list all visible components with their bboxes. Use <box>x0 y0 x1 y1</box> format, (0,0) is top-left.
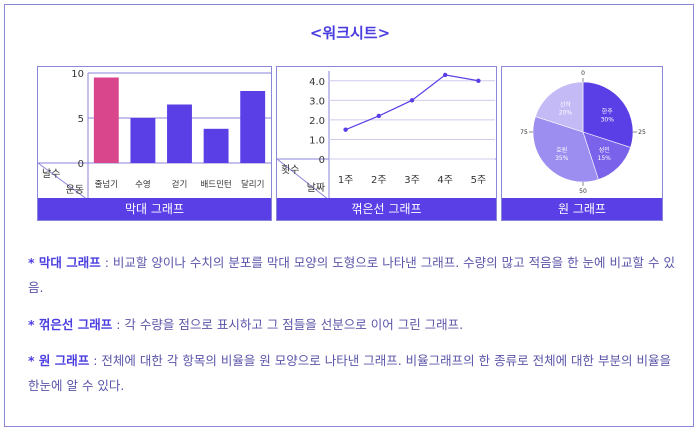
slice-percent: 35% <box>555 155 569 162</box>
x-tick-label: 5주 <box>471 175 487 186</box>
slice-label: 성민 <box>599 146 610 154</box>
x-tick-label: 4주 <box>437 175 453 186</box>
pie-tick-label: 50 <box>579 188 587 195</box>
pie-tick-label: 25 <box>638 129 646 136</box>
slice-label: 한주 <box>602 108 614 115</box>
corner-label-bottom: 운동 <box>66 184 84 196</box>
definition-text: 각 수량을 점으로 표시하고 그 점들을 선분으로 이어 그린 그래프. <box>124 317 464 332</box>
y-tick-label: 1.0 <box>309 135 325 146</box>
slice-percent: 20% <box>559 110 573 117</box>
slice-percent: 30% <box>601 116 615 123</box>
x-tick-label: 걷기 <box>172 179 188 190</box>
data-point <box>376 113 381 119</box>
definition-text: 전체에 대한 각 항목의 비율을 원 모양으로 나타낸 그래프. 비율그래프의 … <box>28 353 671 393</box>
bar <box>130 118 156 163</box>
y-tick-label: 0 <box>319 155 325 166</box>
line-graph-definition: * 꺾은선 그래프 : 각 수량을 점으로 표시하고 그 점들을 선분으로 이어… <box>28 312 678 337</box>
x-tick-label: 3주 <box>404 175 420 186</box>
bar <box>167 104 192 163</box>
data-point <box>409 98 415 103</box>
slice-percent: 15% <box>598 155 612 162</box>
pie-chart-panel: 한주 30% 성민 15% 효원 35% 선하 20% 0 25 50 75 원 그래프 <box>501 66 663 221</box>
x-tick-label: 2주 <box>371 175 387 186</box>
definition-separator: : <box>112 317 125 332</box>
slice-label: 효원 <box>556 146 567 154</box>
bar <box>203 128 229 163</box>
pie-graph-definition: * 원 그래프 : 전체에 대한 각 항목의 비율을 원 모양으로 나타낸 그래… <box>28 348 678 398</box>
pie-slice <box>582 81 634 148</box>
definition-term: * 꺾은선 그래프 <box>28 317 113 332</box>
y-tick-label: 4.0 <box>309 77 325 88</box>
data-point <box>443 72 448 78</box>
corner-label-top: 횟수 <box>281 164 299 176</box>
pie-slice <box>532 116 599 183</box>
data-point <box>476 78 481 83</box>
x-tick-label: 줄넘기 <box>95 179 118 190</box>
bar <box>93 77 119 163</box>
worksheet-title: <워크시트> <box>309 24 391 42</box>
definition-term: * 막대 그래프 <box>28 255 101 270</box>
x-tick-label: 달리기 <box>241 179 264 190</box>
data-point <box>343 127 348 132</box>
pie-slice <box>535 81 584 133</box>
pie-tick-label: 75 <box>520 129 528 136</box>
pie-chart-caption: 원 그래프 <box>502 198 662 220</box>
definition-term: * 원 그래프 <box>28 353 90 368</box>
corner-label-bottom: 날짜 <box>307 182 325 194</box>
x-tick-label: 1주 <box>338 175 354 186</box>
x-tick-label: 배드민턴 <box>200 179 231 190</box>
bar <box>240 91 266 163</box>
slice-label: 선하 <box>560 101 572 109</box>
bar-chart-caption: 막대 그래프 <box>38 198 271 220</box>
bar-graph-definition: * 막대 그래프 : 비교할 양이나 수치의 분포를 막대 모양의 도형으로 나… <box>28 250 678 300</box>
definition-text: 비교할 양이나 수치의 분포를 막대 모양의 도형으로 나타낸 그래프. 수량의… <box>28 255 675 295</box>
pie-tick-label: 0 <box>581 70 585 77</box>
y-tick-label: 10 <box>71 69 84 80</box>
corner-diagonal <box>38 162 89 201</box>
line-chart-caption: 꺾은선 그래프 <box>277 198 496 220</box>
corner-label-top: 날수 <box>42 168 60 180</box>
definition-separator: : <box>89 353 102 368</box>
corner-diagonal <box>277 158 330 201</box>
y-tick-label: 2.0 <box>309 116 325 127</box>
y-tick-label: 5 <box>78 114 84 125</box>
x-tick-label: 수영 <box>135 179 151 190</box>
y-tick-label: 0 <box>78 159 84 170</box>
definition-separator: : <box>100 255 113 270</box>
y-tick-label: 3.0 <box>309 96 325 107</box>
